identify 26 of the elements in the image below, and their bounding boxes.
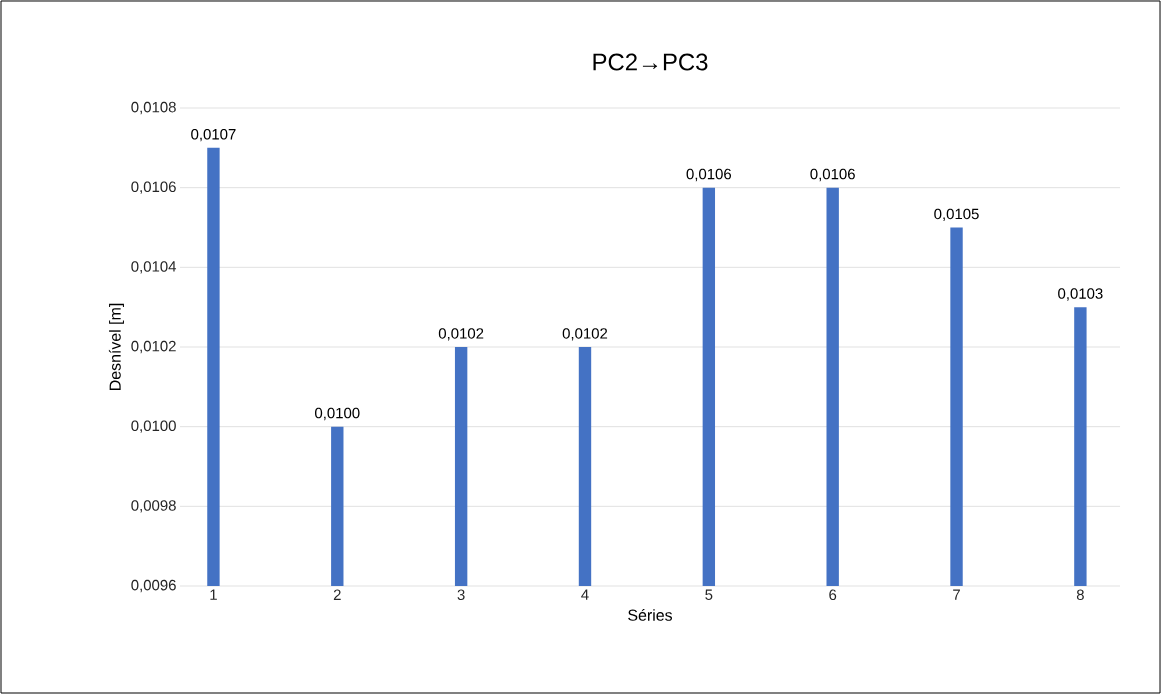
y-tick-label: 0,0098 <box>131 500 176 513</box>
x-tick-label: 5 <box>705 589 713 600</box>
x-tick-label: 2 <box>333 589 341 600</box>
data-label: 0,0102 <box>562 328 608 341</box>
chart-title: PC2→PC3 <box>593 53 708 71</box>
x-tick-label: 8 <box>1076 589 1084 601</box>
data-label: 0,0103 <box>1058 288 1103 301</box>
data-label: 0,0100 <box>315 407 360 421</box>
y-tick-label: 0,0106 <box>131 181 176 194</box>
data-label: 0,0105 <box>934 208 979 221</box>
y-tick-label: 0,0104 <box>131 261 177 274</box>
x-tick-label: 1 <box>210 589 217 600</box>
x-tick-label: 3 <box>457 589 465 601</box>
y-tick-label: 0,0102 <box>131 340 176 354</box>
x-tick-label: 4 <box>581 589 589 600</box>
data-label: 0,0107 <box>191 128 236 142</box>
x-tick-label: 6 <box>829 589 837 601</box>
data-label: 0,0102 <box>438 328 484 341</box>
y-axis-title: Desnível [m] <box>108 303 124 390</box>
x-axis-title: Séries <box>628 608 673 621</box>
x-tick-label: 7 <box>953 589 960 600</box>
y-tick-label: 0,0096 <box>131 579 176 593</box>
y-tick-label: 0,0108 <box>131 101 176 115</box>
y-tick-label: 0,0100 <box>131 420 176 433</box>
data-label: 0,0106 <box>686 168 732 182</box>
data-label: 0,0106 <box>810 168 855 182</box>
